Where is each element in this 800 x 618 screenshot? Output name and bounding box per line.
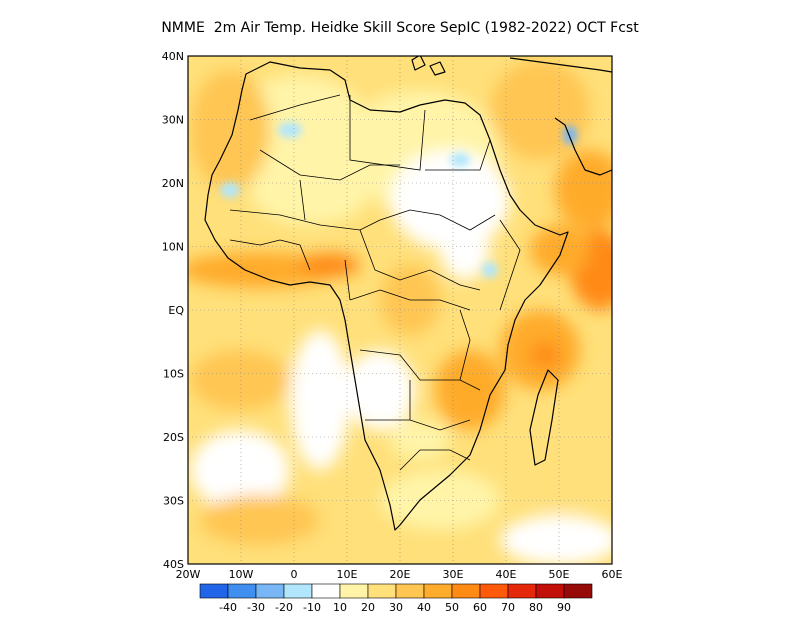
colorbar-tick-label: 30 xyxy=(389,601,403,614)
field-blobs xyxy=(188,60,612,564)
colorbar-swatch xyxy=(199,583,229,599)
colorbar-swatch xyxy=(311,583,341,599)
lon-label: 0 xyxy=(291,568,298,581)
lon-label: 40E xyxy=(496,568,517,581)
lat-label: 40N xyxy=(162,50,184,63)
colorbar-tick-label: 50 xyxy=(445,601,459,614)
colorbar-swatch xyxy=(227,583,257,599)
colorbar-swatch xyxy=(479,583,509,599)
colorbar-tick-label: -30 xyxy=(247,601,265,614)
lat-label: 10N xyxy=(162,241,184,254)
lat-label: 20S xyxy=(163,431,184,444)
colorbar-tick-label: -10 xyxy=(303,601,321,614)
lat-label: 30N xyxy=(162,114,184,127)
colorbar-swatch xyxy=(395,583,425,599)
lat-label: 30S xyxy=(163,495,184,508)
colorbar-swatch xyxy=(535,583,565,599)
colorbar-tick-label: 70 xyxy=(501,601,515,614)
colorbar-swatch xyxy=(283,583,313,599)
lon-label: 20E xyxy=(390,568,411,581)
lat-label: 20N xyxy=(162,177,184,190)
country-borders xyxy=(229,94,521,471)
lon-label: 60E xyxy=(602,568,623,581)
colorbar-tick-label: 80 xyxy=(529,601,543,614)
field-small-patches xyxy=(220,122,577,278)
colorbar-swatch xyxy=(451,583,481,599)
colorbar-swatch xyxy=(255,583,285,599)
map-title: NMME 2m Air Temp. Heidke Skill Score Sep… xyxy=(161,20,639,36)
colorbar-tick-label: 60 xyxy=(473,601,487,614)
colorbar-swatch xyxy=(423,583,453,599)
colorbar-tick-label: 90 xyxy=(557,601,571,614)
coastlines xyxy=(204,56,612,531)
lat-labels: 40N 30N 20N 10N EQ 10S 20S 30S 40S xyxy=(162,50,185,571)
lon-label: 10W xyxy=(229,568,254,581)
grid-lines xyxy=(188,56,612,564)
colorbar-tick-label: -20 xyxy=(275,601,293,614)
colorbar-swatch xyxy=(563,583,593,599)
map-frame xyxy=(187,55,613,565)
lat-label: 10S xyxy=(163,368,184,381)
lon-label: 20W xyxy=(176,568,201,581)
colorbar-swatch xyxy=(367,583,397,599)
colorbar: -40 -30 -20 -10 10 20 30 40 50 60 70 80 90 xyxy=(199,583,593,614)
lon-label: 50E xyxy=(549,568,570,581)
colorbar-tick-label: -40 xyxy=(219,601,237,614)
lon-labels: 20W 10W 0 10E 20E 30E 40E 50E 60E xyxy=(176,568,623,581)
lat-label: 40S xyxy=(163,558,184,571)
colorbar-tick-label: 20 xyxy=(361,601,375,614)
skill-field xyxy=(188,56,612,564)
lat-label: EQ xyxy=(168,304,184,317)
lon-label: 30E xyxy=(443,568,464,581)
colorbar-swatch xyxy=(507,583,537,599)
colorbar-tick-label: 10 xyxy=(333,601,347,614)
lon-label: 10E xyxy=(337,568,358,581)
colorbar-tick-label: 40 xyxy=(417,601,431,614)
colorbar-swatch xyxy=(339,583,369,599)
